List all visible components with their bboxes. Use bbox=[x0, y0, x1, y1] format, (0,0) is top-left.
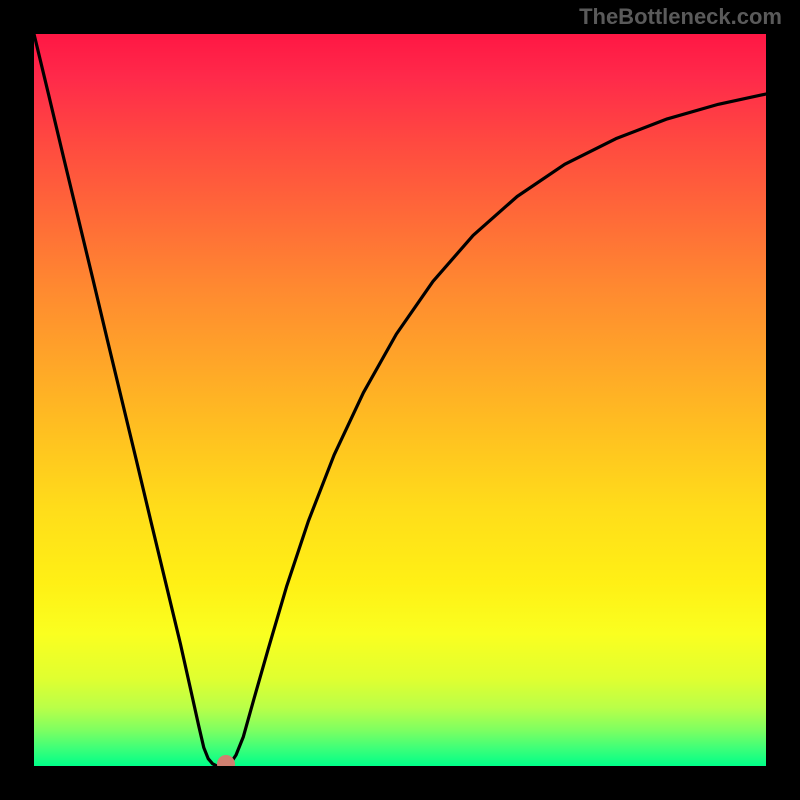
chart-plot-area bbox=[34, 34, 766, 766]
watermark-text: TheBottleneck.com bbox=[579, 4, 782, 30]
curve-path bbox=[34, 34, 766, 766]
optimal-point-marker bbox=[217, 755, 235, 766]
bottleneck-curve bbox=[34, 34, 766, 766]
